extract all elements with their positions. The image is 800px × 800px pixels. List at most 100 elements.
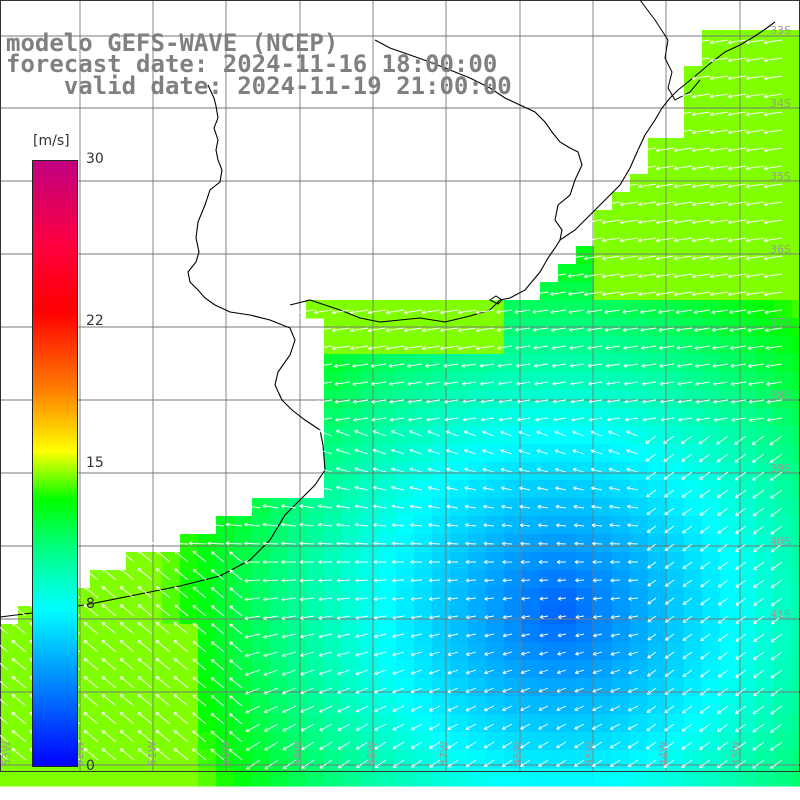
wind-arrow: [681, 723, 693, 732]
wind-arrow: [675, 309, 693, 315]
wind-arrow: [391, 522, 405, 528]
wind-arrow: [682, 687, 693, 696]
wind-arrow: [391, 467, 405, 473]
wind-speed-cell: [234, 534, 253, 553]
wind-speed-cell: [630, 354, 649, 373]
wind-speed-cell: [648, 246, 667, 265]
wind-speed-cell: [360, 714, 379, 733]
wind-arrow: [244, 597, 261, 602]
wind-speed-cell: [666, 300, 685, 319]
wind-arrow: [192, 712, 207, 725]
wind-speed-cell: [630, 480, 649, 499]
wind-speed-cell: [324, 372, 343, 391]
wind-speed-cell: [486, 588, 505, 607]
wind-arrow: [174, 568, 189, 581]
wind-speed-cell: [252, 732, 271, 751]
wind-speed-cell: [396, 732, 415, 751]
wind-speed-cell: [504, 336, 523, 355]
wind-speed-cell: [522, 300, 541, 319]
wind-arrow: [549, 273, 567, 279]
wind-arrow: [572, 467, 585, 473]
wind-arrow: [604, 309, 621, 314]
wind-arrow: [244, 633, 261, 639]
wind-speed-cell: [738, 120, 757, 139]
wind-speed-cell: [378, 480, 397, 499]
wind-speed-cell: [378, 678, 397, 697]
wind-arrow: [640, 327, 657, 332]
wind-speed-cell: [738, 606, 757, 625]
latitude-label: 41S: [770, 608, 791, 621]
wind-speed-cell: [774, 390, 793, 409]
wind-arrow: [372, 504, 387, 509]
wind-speed-cell: [666, 228, 685, 247]
wind-arrow: [496, 309, 513, 314]
wind-speed-cell: [486, 336, 505, 355]
wind-speed-cell: [774, 480, 793, 499]
wind-arrow: [263, 633, 279, 639]
wind-speed-cell: [612, 246, 631, 265]
wind-arrow: [155, 604, 171, 617]
wind-arrow: [745, 129, 765, 135]
wind-arrow: [299, 559, 315, 565]
wind-speed-cell: [684, 714, 703, 733]
wind-arrow: [425, 363, 441, 368]
wind-arrow: [428, 578, 441, 583]
wind-speed-cell: [558, 300, 577, 319]
wind-speed-cell: [468, 732, 487, 751]
wind-arrow: [281, 651, 297, 658]
wind-arrow: [245, 741, 261, 751]
wind-arrow: [691, 165, 711, 171]
wind-speed-cell: [756, 174, 775, 193]
wind-speed-cell: [414, 444, 433, 463]
wind-arrow: [355, 705, 369, 713]
wind-arrow: [590, 449, 603, 455]
wind-arrow: [583, 237, 603, 243]
wind-speed-cell: [684, 372, 703, 391]
wind-arrow: [532, 309, 549, 314]
wind-arrow: [464, 467, 477, 473]
wind-speed-cell: [342, 354, 361, 373]
wind-arrow: [388, 363, 405, 368]
wind-arrow: [700, 669, 711, 678]
wind-arrow: [244, 669, 261, 677]
wind-arrow: [569, 345, 585, 350]
wind-speed-cell: [594, 444, 613, 463]
wind-arrow: [538, 559, 549, 565]
wind-speed-cell: [108, 642, 127, 661]
wind-arrow: [763, 75, 783, 81]
wind-speed-cell: [18, 768, 37, 787]
wind-arrow: [752, 525, 765, 535]
wind-arrow: [461, 381, 477, 386]
latitude-label: 34S: [770, 97, 791, 110]
wind-speed-cell: [234, 732, 253, 751]
wind-arrow: [390, 430, 405, 437]
wind-speed-cell: [198, 624, 217, 643]
wind-speed-cell: [360, 480, 379, 499]
wind-speed-cell: [234, 678, 253, 697]
wind-arrow: [745, 201, 765, 207]
wind-speed-cell: [450, 408, 469, 427]
wind-arrow: [385, 345, 405, 351]
wind-arrow: [709, 201, 729, 207]
wind-arrow: [83, 640, 99, 653]
wind-speed-cell: [666, 732, 685, 751]
wind-arrow: [373, 615, 387, 620]
wind-speed-cell: [342, 444, 361, 463]
wind-speed-cell: [378, 660, 397, 679]
wind-arrow: [747, 363, 765, 369]
wind-arrow: [372, 448, 387, 455]
wind-arrow: [500, 467, 513, 473]
wind-arrow: [554, 449, 567, 455]
wind-arrow: [520, 669, 531, 675]
wind-speed-cell: [450, 588, 469, 607]
wind-arrow: [567, 255, 585, 261]
wind-arrow: [619, 183, 639, 189]
wind-speed-cell: [414, 516, 433, 535]
wind-arrow: [663, 471, 675, 480]
wind-speed-cell: [0, 768, 19, 787]
longitude-label: 48W: [365, 741, 378, 766]
wind-speed-cell: [738, 48, 757, 67]
wind-arrow: [355, 741, 369, 750]
wind-speed-cell: [756, 120, 775, 139]
wind-arrow: [349, 309, 369, 315]
